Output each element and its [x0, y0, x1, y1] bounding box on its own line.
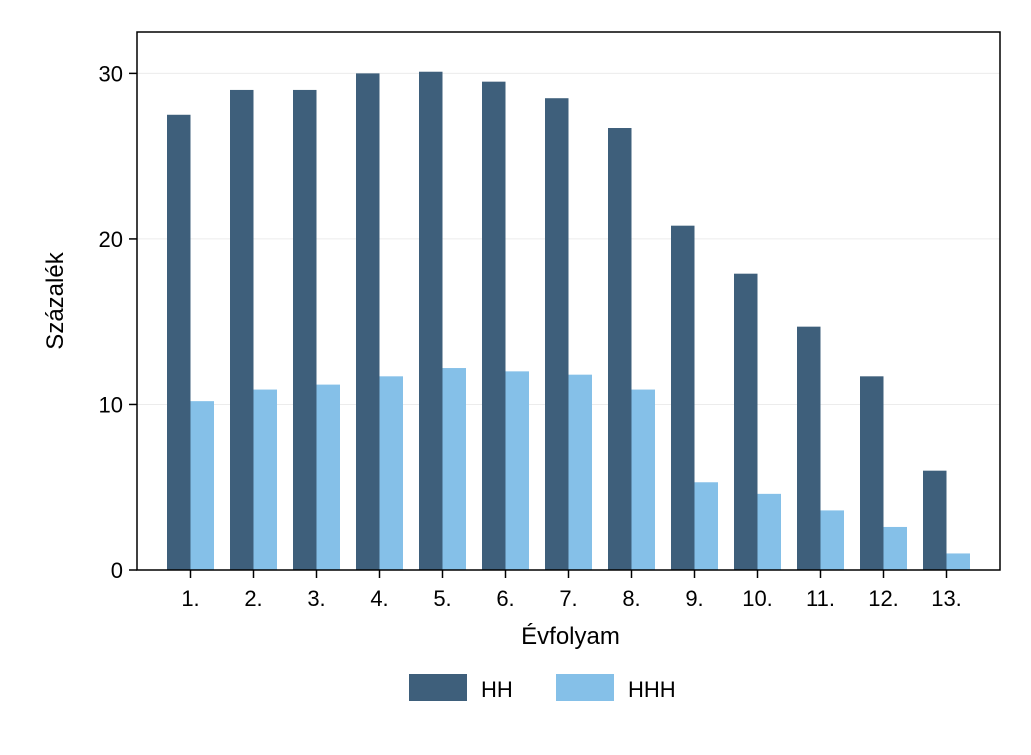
x-tick-label: 9.: [685, 586, 703, 611]
bar-hhh-6: [505, 371, 529, 570]
x-tick-label: 2.: [244, 586, 262, 611]
bar-hh-8: [608, 128, 632, 570]
x-tick-label: 10.: [742, 586, 773, 611]
bar-hh-10: [734, 273, 758, 570]
bar-hh-6: [482, 81, 506, 571]
bar-hhh-8: [631, 389, 655, 570]
bar-hhh-1: [190, 401, 214, 570]
x-tick-label: 6.: [496, 586, 514, 611]
bar-hhh-9: [694, 482, 718, 570]
y-tick-label: 0: [111, 558, 123, 583]
bar-hhh-11: [820, 510, 844, 570]
bar-hhh-12: [883, 526, 907, 570]
x-axis-label: Évfolyam: [521, 623, 620, 650]
x-tick-label: 1.: [181, 586, 199, 611]
y-axis-ticks: 0 10 20 30: [99, 61, 137, 583]
bar-hh-3: [293, 89, 317, 570]
legend-swatch-hh: [409, 674, 467, 701]
bar-hhh-4: [379, 376, 403, 570]
legend: HH HHH: [409, 674, 676, 702]
x-axis-ticks: 1. 2. 3. 4. 5. 6. 7. 8. 9. 10. 11. 12. 13.: [181, 570, 962, 611]
x-tick-label: 3.: [307, 586, 325, 611]
bar-hh-13: [923, 470, 947, 570]
bar-hhh-2: [253, 389, 277, 570]
bar-hhh-10: [757, 493, 781, 570]
bar-hhh-5: [442, 368, 466, 570]
x-tick-label: 7.: [559, 586, 577, 611]
y-tick-label: 10: [99, 392, 123, 417]
legend-swatch-hhh: [556, 674, 614, 701]
bar-hh-4: [356, 73, 380, 570]
x-tick-label: 11.: [806, 586, 835, 611]
x-tick-label: 5.: [433, 586, 451, 611]
bar-hhh-7: [568, 374, 592, 570]
legend-label-hhh: HHH: [628, 677, 676, 702]
bar-hh-5: [419, 71, 443, 570]
x-tick-label: 8.: [622, 586, 640, 611]
y-tick-label: 30: [99, 61, 123, 86]
y-tick-label: 20: [99, 227, 123, 252]
bar-hh-7: [545, 98, 569, 570]
y-axis-label: Százalék: [42, 251, 69, 349]
bar-hh-2: [230, 89, 254, 570]
legend-label-hh: HH: [481, 677, 513, 702]
bar-hh-1: [167, 114, 191, 571]
bar-hh-9: [671, 225, 695, 570]
bars: [167, 71, 970, 571]
bar-hh-12: [860, 376, 884, 570]
bar-hh-11: [797, 326, 821, 570]
bar-hhh-13: [946, 553, 970, 570]
x-tick-label: 12.: [868, 586, 899, 611]
bar-hhh-3: [316, 384, 340, 570]
x-tick-label: 13.: [931, 586, 962, 611]
x-tick-label: 4.: [370, 586, 388, 611]
